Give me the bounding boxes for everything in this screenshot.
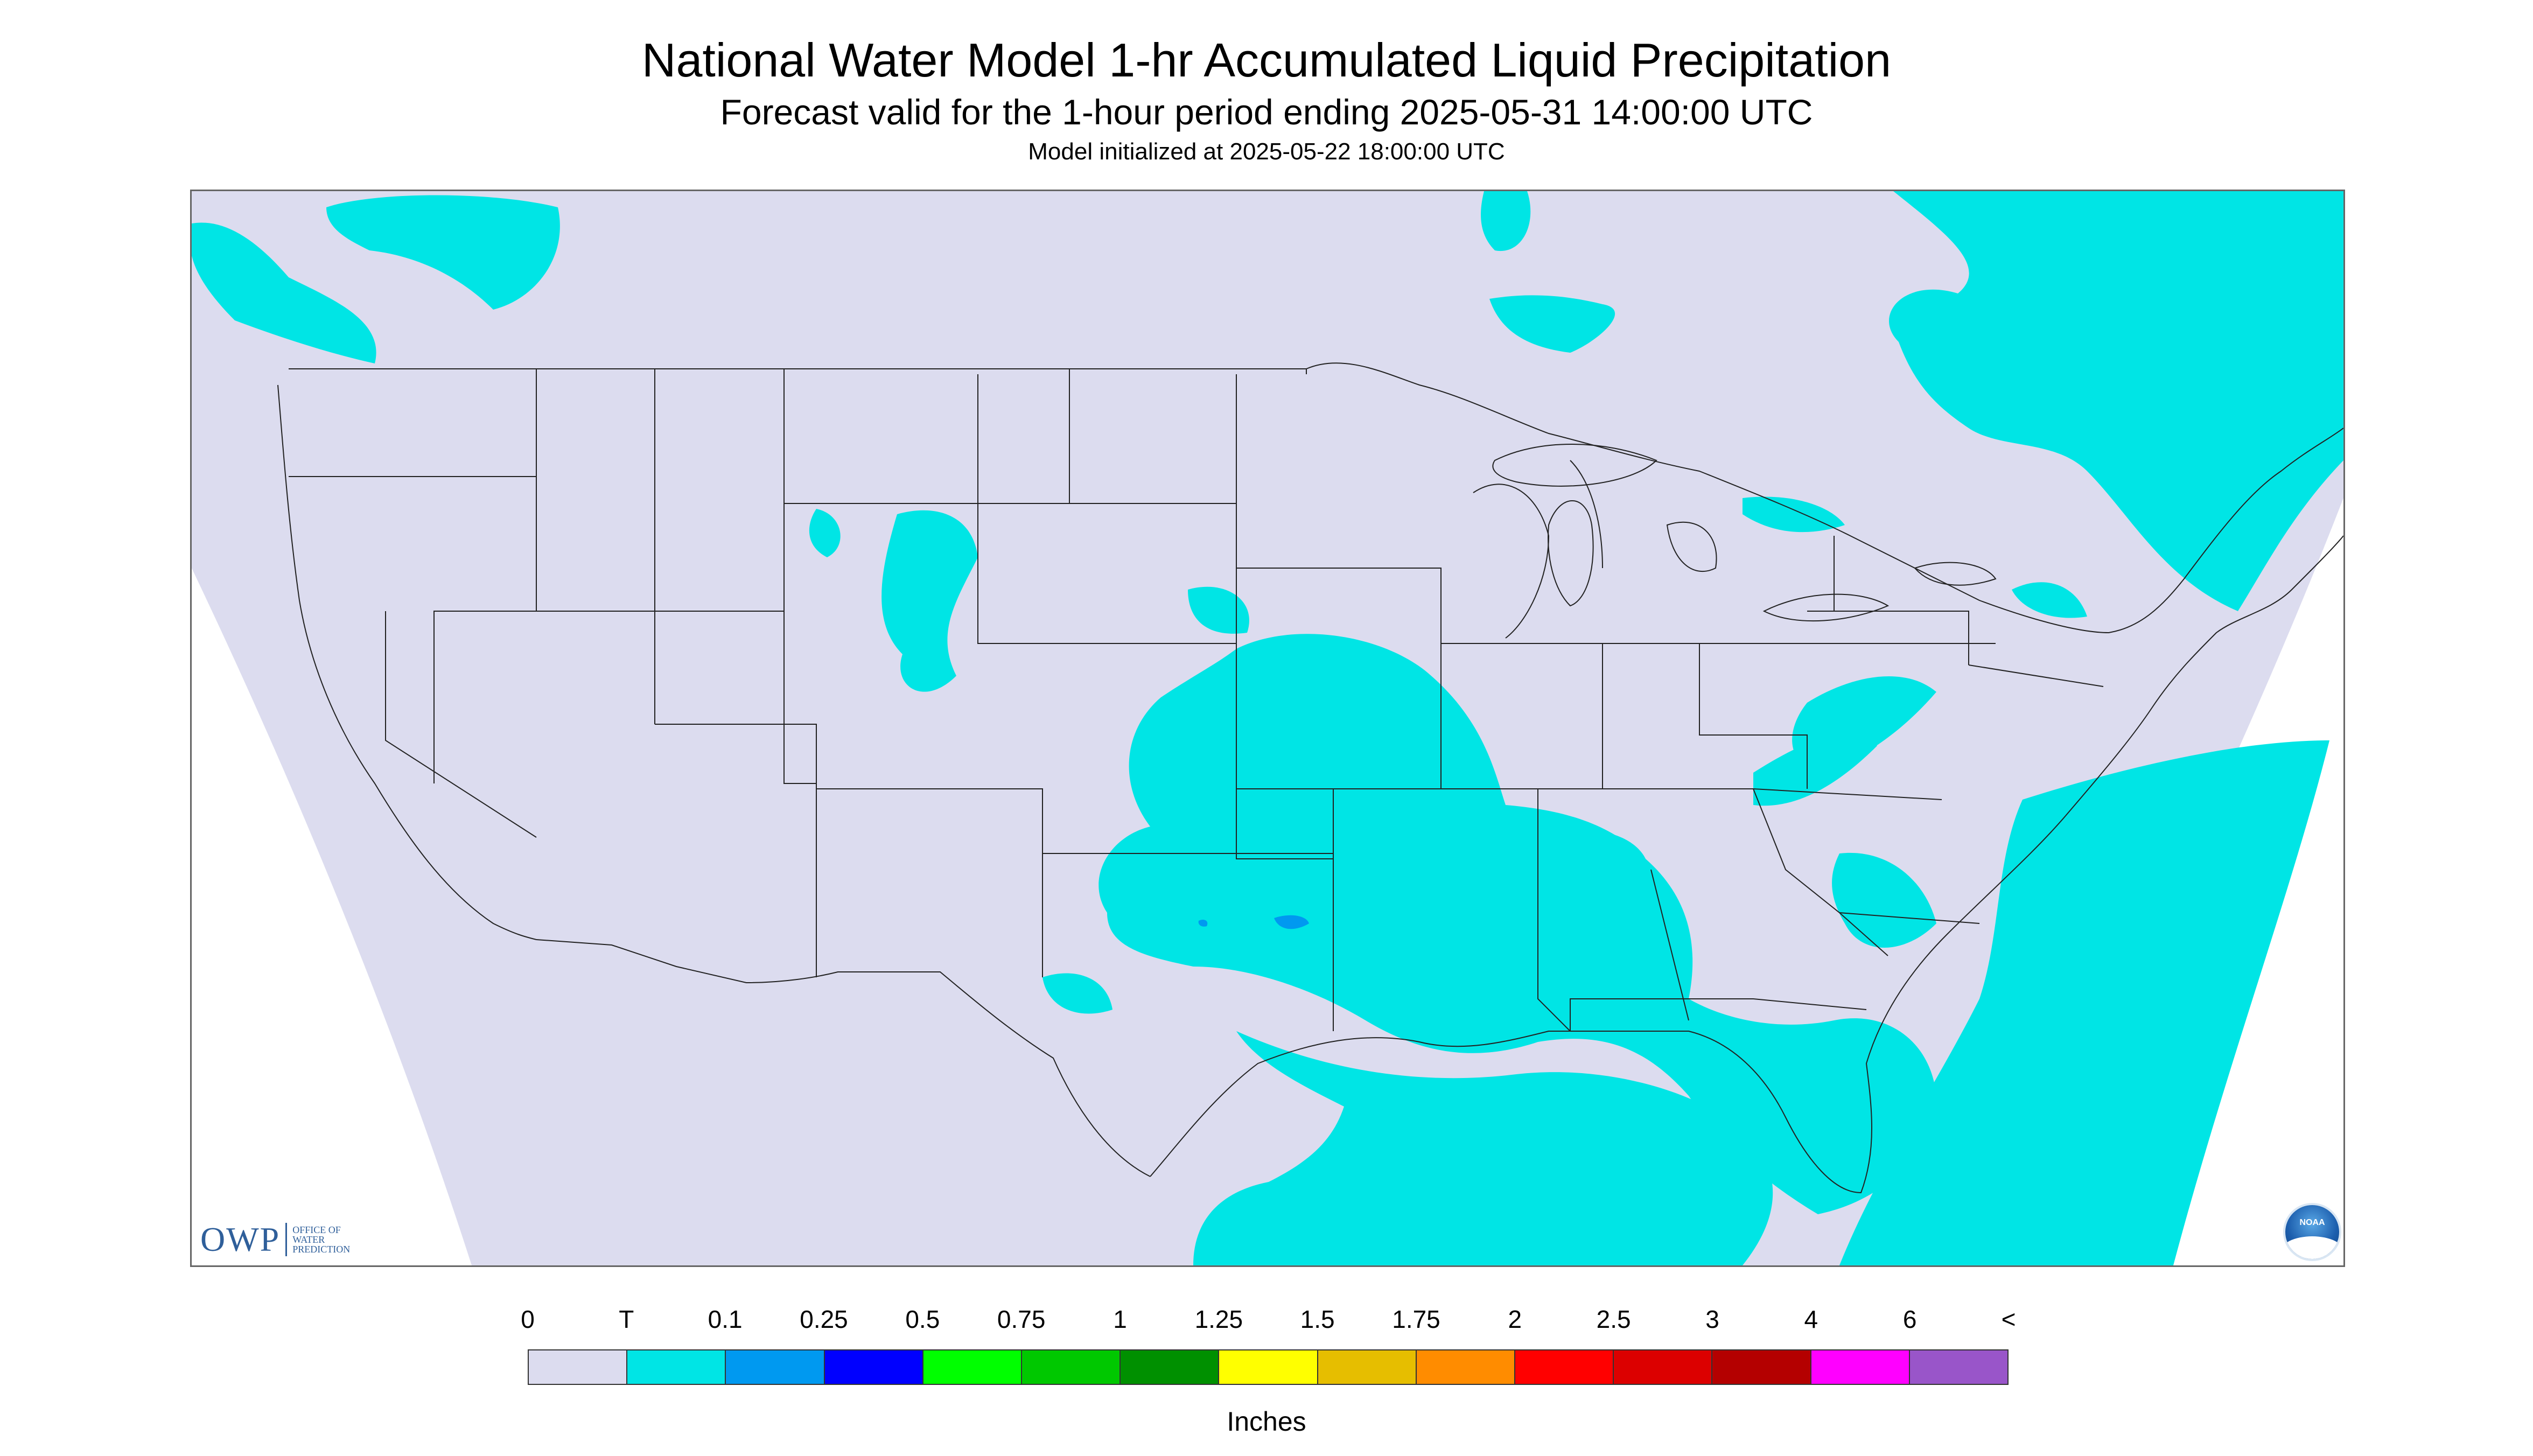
legend-label: 0.5 — [905, 1305, 940, 1333]
map-canvas — [192, 191, 2343, 1265]
legend-swatch — [529, 1350, 628, 1384]
legend-colorbar — [528, 1349, 2009, 1385]
precip-trace-areas — [192, 191, 2343, 1265]
legend-swatch — [627, 1350, 726, 1384]
legend-swatch — [1416, 1350, 1516, 1384]
owp-logo-word: WATER — [292, 1234, 325, 1245]
legend-swatch — [1121, 1350, 1220, 1384]
legend-swatch — [1318, 1350, 1417, 1384]
legend-swatch — [1712, 1350, 1811, 1384]
precip-heavy-areas — [1198, 915, 1309, 929]
legend-units: Inches — [1227, 1406, 1306, 1437]
legend-swatch — [1811, 1350, 1910, 1384]
legend-swatch — [824, 1350, 923, 1384]
legend-label: 3 — [1705, 1305, 1719, 1333]
legend-label: 0 — [521, 1305, 535, 1333]
legend-label: 1.75 — [1392, 1305, 1440, 1333]
owp-logo-word: PREDICTION — [292, 1244, 351, 1255]
legend-swatch — [1219, 1350, 1318, 1384]
noaa-logo-text: NOAA — [2299, 1218, 2325, 1227]
legend-labels: 0 T 0.1 0.25 0.5 0.75 1 1.25 1.5 1.75 2 2.5 3 4 6 < — [0, 1304, 2533, 1336]
owp-logo-divider — [285, 1223, 288, 1256]
owp-logo-words: OFFICE OF WATER PREDICTION — [292, 1225, 350, 1254]
owp-logo-word: OFFICE OF — [292, 1224, 341, 1235]
model-init-caption: Model initialized at 2025-05-22 18:00:00… — [1028, 138, 1505, 165]
legend-label: 4 — [1804, 1305, 1818, 1333]
legend-swatch — [726, 1350, 825, 1384]
legend-label: 2 — [1508, 1305, 1522, 1333]
legend-label: < — [2001, 1305, 2016, 1333]
legend-swatch — [1022, 1350, 1121, 1384]
legend-label: 6 — [1902, 1305, 1917, 1333]
legend-label: 1.25 — [1194, 1305, 1243, 1333]
legend-swatch — [923, 1350, 1023, 1384]
noaa-logo-icon: NOAA — [2283, 1203, 2341, 1261]
legend-swatch — [1614, 1350, 1713, 1384]
legend-label: T — [619, 1305, 634, 1333]
precipitation-map — [190, 190, 2345, 1267]
noaa-logo-wave — [2285, 1236, 2339, 1259]
legend-label: 0.25 — [800, 1305, 848, 1333]
map-title: National Water Model 1-hr Accumulated Li… — [641, 33, 1892, 87]
legend-label: 1 — [1113, 1305, 1127, 1333]
legend-swatch — [1515, 1350, 1614, 1384]
owp-logo: OWP OFFICE OF WATER PREDICTION — [200, 1218, 350, 1261]
great-lakes — [1492, 444, 1997, 622]
state-borders — [277, 362, 2343, 1194]
legend-label: 2.5 — [1596, 1305, 1631, 1333]
legend-label: 0.75 — [997, 1305, 1046, 1333]
forecast-valid-subtitle: Forecast valid for the 1-hour period end… — [720, 92, 1813, 132]
owp-logo-mark: OWP — [200, 1220, 281, 1258]
legend-label: 1.5 — [1300, 1305, 1335, 1333]
legend-label: 0.1 — [708, 1305, 743, 1333]
legend-swatch — [1909, 1350, 2008, 1384]
